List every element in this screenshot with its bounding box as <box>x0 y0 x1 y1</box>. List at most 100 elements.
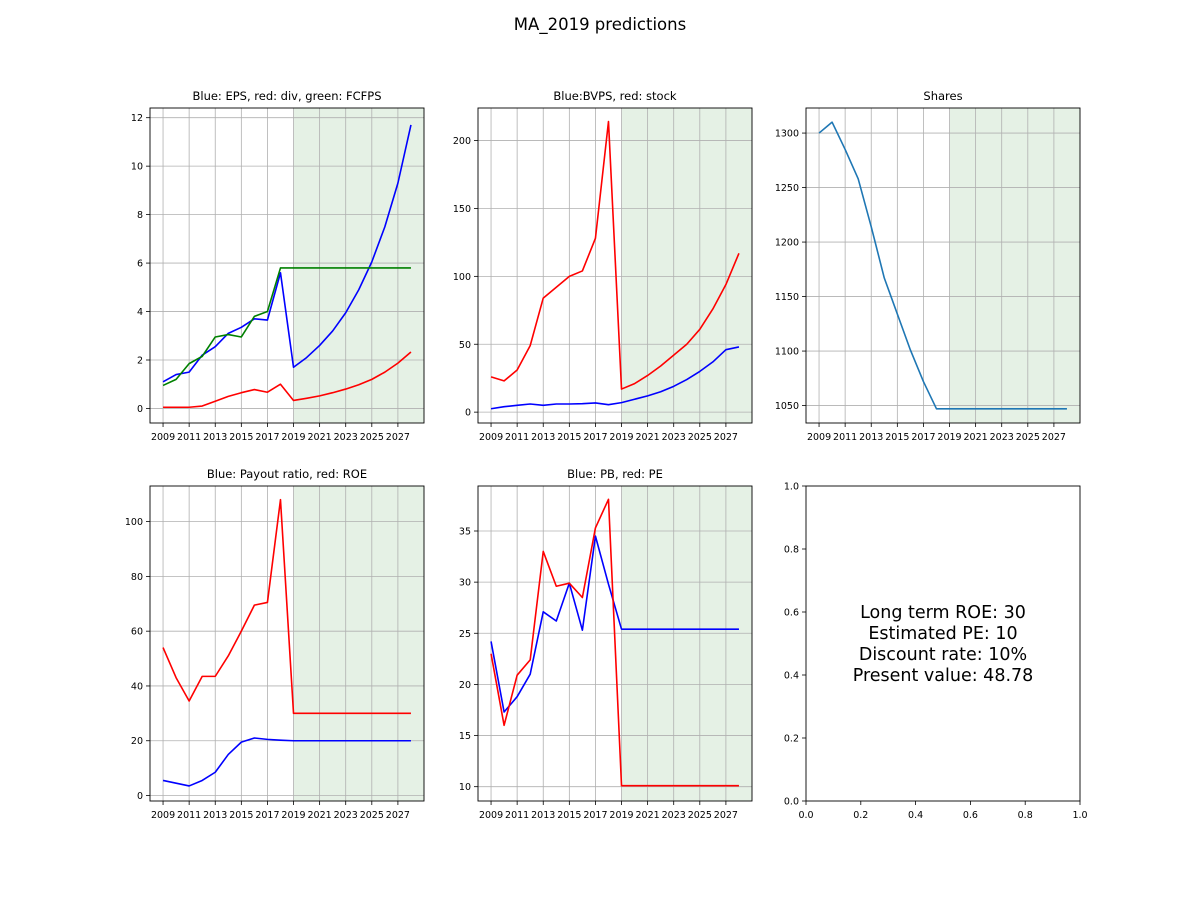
axes-frame <box>805 485 1081 802</box>
valuation-line: Long term ROE: 30 <box>860 603 1026 623</box>
valuation-line: Estimated PE: 10 <box>868 624 1017 644</box>
forecast-region <box>949 108 1080 423</box>
y-tick-label: 15 <box>459 731 471 742</box>
x-tick-label: 2025 <box>1016 432 1040 443</box>
y-tick-label: 1050 <box>775 401 799 412</box>
x-tick-label: 2019 <box>281 810 305 821</box>
axes-frame <box>477 107 753 424</box>
x-tick-label: 2017 <box>911 432 935 443</box>
x-tick-label: 2025 <box>360 810 384 821</box>
x-tick-label: 2009 <box>151 810 175 821</box>
y-tick-label: 1250 <box>775 183 799 194</box>
forecast-region <box>621 486 752 801</box>
x-tick-label: 2015 <box>557 432 581 443</box>
x-tick-label: 2011 <box>177 810 201 821</box>
series-line-1 <box>818 121 1067 410</box>
y-tick-label: 12 <box>131 113 143 124</box>
series-line-2 <box>163 351 412 409</box>
x-tick-label: 2009 <box>479 432 503 443</box>
x-tick-label: 2023 <box>662 432 686 443</box>
series-line-1 <box>490 346 740 410</box>
y-tick-label: 10 <box>459 782 471 793</box>
x-tick-label: 2015 <box>229 432 253 443</box>
x-tick-label: 2009 <box>151 432 175 443</box>
y-tick-label: 1100 <box>775 347 799 358</box>
x-tick-label: 2015 <box>229 810 253 821</box>
x-tick-label: 2017 <box>255 810 279 821</box>
y-tick-label: 1300 <box>775 129 799 140</box>
x-tick-label: 2023 <box>334 810 358 821</box>
x-tick-label: 2015 <box>885 432 909 443</box>
series-line-2 <box>490 120 740 390</box>
subplot-title: Blue:BVPS, red: stock <box>553 89 677 103</box>
y-tick-label: 50 <box>459 340 471 351</box>
subplot-title: Blue: EPS, red: div, green: FCFPS <box>192 89 381 103</box>
y-tick-label: 30 <box>459 578 471 589</box>
subplot-pb-pe: 2009 2011 2013 2015 2017 2019 2021 2023 2025 2027… <box>459 467 753 821</box>
series-line-1 <box>490 535 739 713</box>
x-tick-label: 0.4 <box>908 810 923 821</box>
axes-frame <box>805 107 1081 424</box>
x-tick-label: 2019 <box>609 810 633 821</box>
subplot-title: Shares <box>923 89 962 103</box>
x-tick-label: 2021 <box>308 432 332 443</box>
x-tick-label: 2011 <box>177 432 201 443</box>
x-tick-label: 0.8 <box>1018 810 1033 821</box>
subplot-payout-roe: 2009 2011 2013 2015 2017 2019 2021 2023 2025 2027… <box>125 467 425 821</box>
x-tick-label: 1.0 <box>1072 810 1087 821</box>
y-tick-label: 1.0 <box>784 482 799 493</box>
y-tick-label: 60 <box>131 627 143 638</box>
forecast-region <box>621 108 752 423</box>
x-tick-label: 0.2 <box>853 810 868 821</box>
x-tick-label: 2027 <box>386 810 410 821</box>
y-tick-label: 40 <box>131 681 143 692</box>
x-tick-label: 0.0 <box>798 810 813 821</box>
y-tick-label: 4 <box>137 307 143 318</box>
subplot-valuation-text: 0.0 0.2 0.4 0.6 0.8 1.0 0.0 0.2 0.4 0.6 0.8 1.0 Long… <box>784 482 1088 822</box>
y-tick-label: 150 <box>453 204 471 215</box>
y-tick-label: 0 <box>465 408 471 419</box>
x-tick-label: 2027 <box>714 432 738 443</box>
y-tick-label: 10 <box>131 162 143 173</box>
subplot-title: Blue: Payout ratio, red: ROE <box>207 467 367 481</box>
axes-frame <box>149 485 425 802</box>
x-tick-label: 2017 <box>255 432 279 443</box>
x-tick-label: 2019 <box>609 432 633 443</box>
y-tick-label: 20 <box>131 736 143 747</box>
x-tick-label: 2017 <box>583 432 607 443</box>
y-tick-label: 80 <box>131 572 143 583</box>
series-line-2 <box>490 498 739 787</box>
x-tick-label: 2027 <box>714 810 738 821</box>
axes-frame <box>477 485 753 802</box>
x-tick-label: 2009 <box>807 432 831 443</box>
y-tick-label: 20 <box>459 680 471 691</box>
x-tick-label: 2019 <box>937 432 961 443</box>
series-line-3 <box>162 267 411 387</box>
y-tick-label: 0.8 <box>784 545 799 556</box>
x-tick-label: 2027 <box>386 432 410 443</box>
series-line-1 <box>162 737 411 787</box>
x-tick-label: 2021 <box>308 810 332 821</box>
x-tick-label: 2021 <box>636 432 660 443</box>
x-tick-label: 2011 <box>505 810 529 821</box>
series-line-2 <box>162 498 411 715</box>
x-tick-label: 2025 <box>688 810 712 821</box>
y-tick-label: 35 <box>459 527 471 538</box>
x-tick-label: 0.6 <box>963 810 978 821</box>
y-tick-label: 25 <box>459 629 471 640</box>
x-tick-label: 2023 <box>334 432 358 443</box>
subplot-title: Blue: PB, red: PE <box>567 467 663 481</box>
x-tick-label: 2009 <box>479 810 503 821</box>
x-tick-label: 2019 <box>281 432 305 443</box>
x-tick-label: 2015 <box>557 810 581 821</box>
x-tick-label: 2013 <box>531 432 555 443</box>
x-tick-label: 2021 <box>964 432 988 443</box>
x-tick-label: 2011 <box>833 432 857 443</box>
y-tick-label: 0.6 <box>784 608 799 619</box>
x-tick-label: 2013 <box>203 810 227 821</box>
valuation-line: Present value: 48.78 <box>853 666 1034 686</box>
x-tick-label: 2013 <box>203 432 227 443</box>
x-tick-label: 2021 <box>636 810 660 821</box>
x-tick-label: 2023 <box>990 432 1014 443</box>
y-tick-label: 1200 <box>775 238 799 249</box>
